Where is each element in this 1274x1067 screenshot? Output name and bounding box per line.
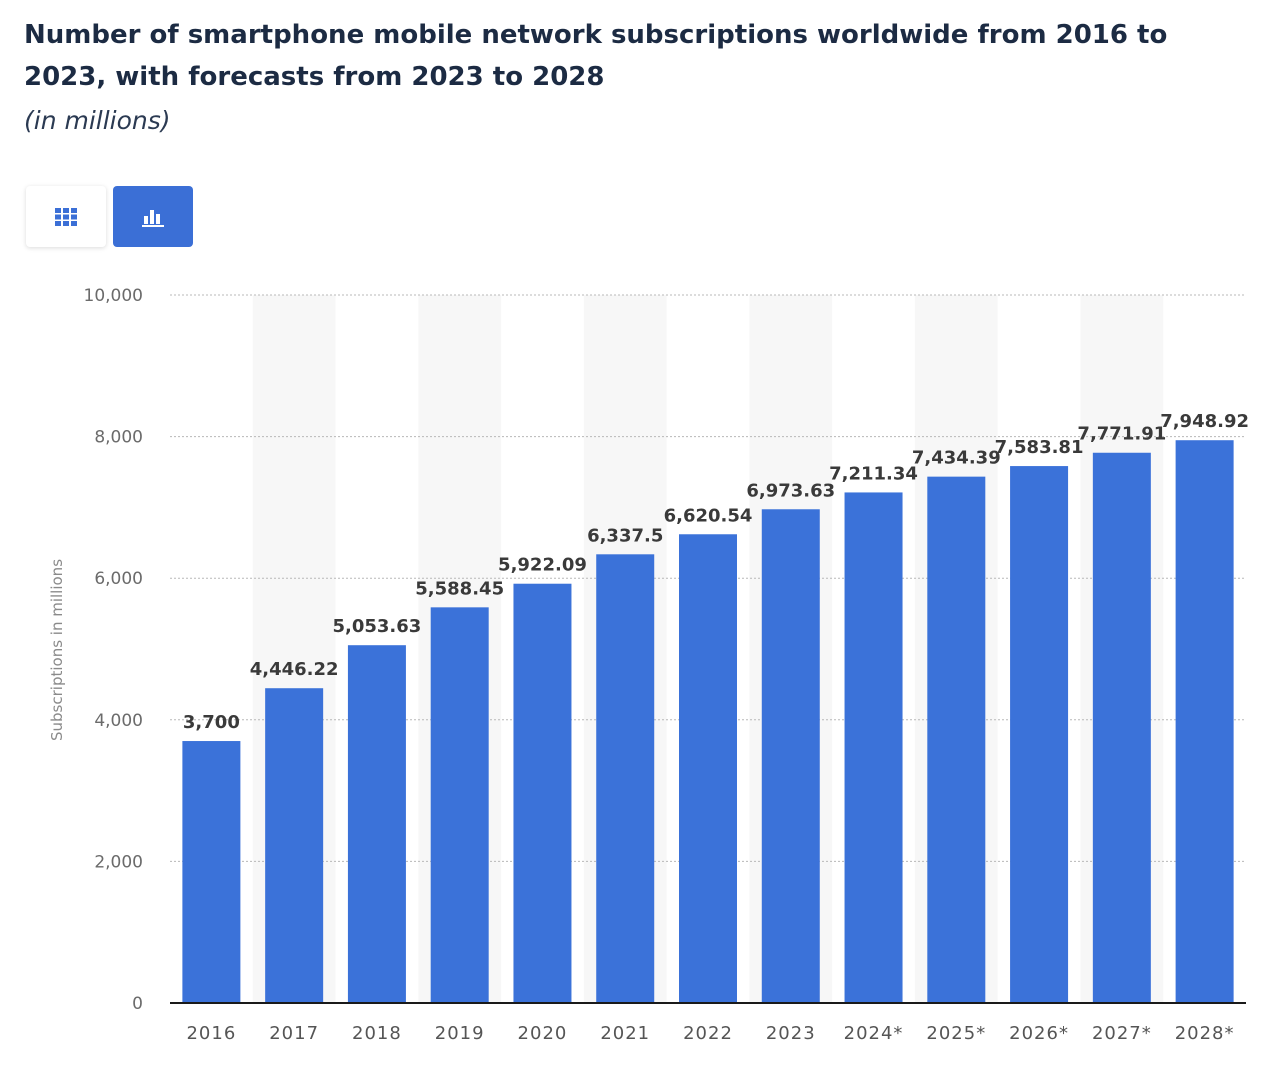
y-tick-label: 0 (132, 994, 143, 1014)
bar[interactable] (513, 583, 572, 1003)
x-tick-label: 2016 (186, 1023, 236, 1044)
bar[interactable] (182, 741, 241, 1003)
y-tick-label: 2,000 (94, 852, 143, 872)
chart-title: Number of smartphone mobile network subs… (24, 20, 1168, 92)
bar[interactable] (1092, 452, 1151, 1003)
data-label: 7,583.81 (995, 437, 1084, 458)
table-grid-icon (55, 207, 77, 226)
x-tick-label: 2024* (844, 1023, 904, 1044)
bar[interactable] (927, 476, 986, 1003)
x-tick-label: 2018 (352, 1023, 402, 1044)
y-tick-label: 4,000 (94, 711, 143, 731)
data-label: 5,053.63 (333, 616, 422, 637)
bar[interactable] (1010, 466, 1069, 1003)
x-tick-label: 2026* (1009, 1023, 1069, 1044)
bar[interactable] (679, 534, 737, 1003)
data-label: 3,700 (183, 712, 240, 733)
y-tick-label: 10,000 (84, 286, 143, 306)
data-label: 4,446.22 (250, 659, 339, 680)
x-tick-label: 2022 (683, 1023, 733, 1044)
chart-subtitle: (in millions) (24, 106, 171, 135)
table-view-button[interactable] (26, 186, 106, 247)
data-label: 5,588.45 (415, 578, 504, 599)
bar[interactable] (596, 554, 655, 1003)
data-label: 6,337.5 (587, 525, 663, 546)
y-axis-title: Subscriptions in millions (48, 559, 66, 741)
x-tick-label: 2025* (926, 1023, 986, 1044)
bar[interactable] (347, 645, 406, 1003)
data-label: 7,948.92 (1160, 411, 1249, 432)
chart-view-button[interactable] (113, 186, 193, 247)
x-tick-label: 2021 (600, 1023, 650, 1044)
bar[interactable] (844, 492, 903, 1003)
bar[interactable] (761, 509, 820, 1003)
x-tick-label: 2023 (766, 1023, 816, 1044)
y-tick-label: 8,000 (94, 428, 143, 448)
x-tick-label: 2017 (269, 1023, 319, 1044)
bar[interactable] (265, 688, 324, 1003)
bar[interactable] (430, 607, 489, 1003)
x-tick-label: 2028* (1175, 1023, 1235, 1044)
data-label: 5,922.09 (498, 555, 587, 576)
data-label: 6,620.54 (664, 505, 753, 526)
data-label: 7,434.39 (912, 448, 1001, 469)
bar[interactable] (1175, 440, 1234, 1004)
x-tick-label: 2019 (435, 1023, 485, 1044)
x-tick-label: 2027* (1092, 1023, 1152, 1044)
x-tick-label: 2020 (518, 1023, 568, 1044)
data-label: 7,211.34 (829, 463, 918, 484)
y-tick-label: 6,000 (94, 569, 143, 589)
data-label: 6,973.63 (746, 480, 835, 501)
bar-chart-icon (142, 209, 164, 227)
data-label: 7,771.91 (1077, 424, 1166, 445)
